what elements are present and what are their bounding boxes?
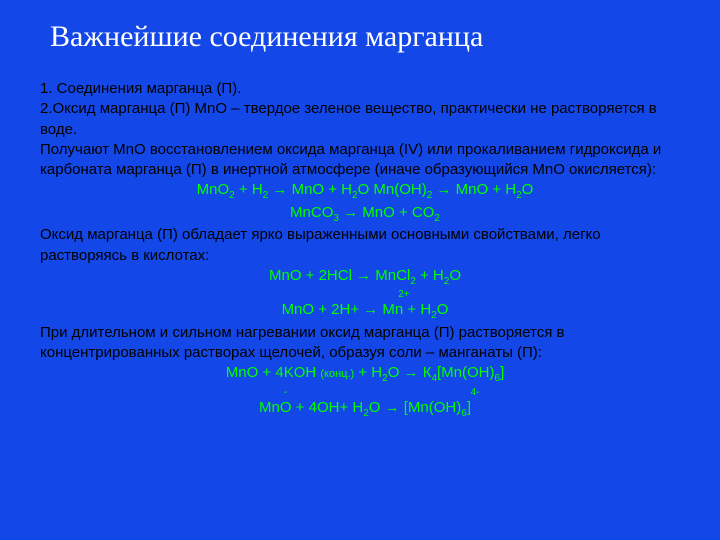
eq-text: → MnO + H xyxy=(432,181,516,198)
superscript-line-2: - 4- xyxy=(40,388,690,398)
eq-text: O xyxy=(522,181,534,198)
paragraph-4: Оксид марганца (П) обладает ярко выражен… xyxy=(40,225,690,266)
eq-text: → MnO + CO xyxy=(339,204,434,221)
paragraph-1: 1. Соединения марганца (П). xyxy=(40,79,690,99)
paragraph-2: 2.Оксид марганца (П) MnO – твердое зелен… xyxy=(40,99,690,140)
eq-text: O xyxy=(437,301,449,318)
slide-title: Важнейшие соединения марганца xyxy=(50,20,690,54)
eq-small: (конц.) xyxy=(320,368,354,380)
eq-text: O Mn(OH) xyxy=(358,181,427,198)
paragraph-5: При длительном и сильном нагревании окси… xyxy=(40,323,690,364)
equation-5: MnO + 4KOH (конц.) + H2O → К4[Mn(OH)6] xyxy=(40,363,690,386)
eq-text: MnO + 2HCl → MnCl xyxy=(269,267,410,284)
eq-text: → MnO + H xyxy=(268,181,352,198)
eq-text: [Mn(OH) xyxy=(437,364,495,381)
equation-4: MnO + 2H+ → Mn + H2O xyxy=(40,300,690,323)
equation-1: MnO2 + H2 → MnO + H2O Mn(OH)2 → MnO + H2… xyxy=(40,180,690,203)
superscript-line-1: 2+ xyxy=(40,290,690,300)
sup-text: 4- xyxy=(471,387,480,398)
sup-text: 2+ xyxy=(398,289,409,300)
slide: Важнейшие соединения марганца 1. Соедине… xyxy=(0,0,720,540)
eq-text: MnO xyxy=(197,181,230,198)
eq-text: O → К xyxy=(388,364,432,381)
equation-3: MnO + 2HCl → MnCl2 + H2O xyxy=(40,266,690,289)
sup-text: - xyxy=(284,387,287,398)
eq-text: + H xyxy=(416,267,444,284)
eq-text: + H xyxy=(235,181,263,198)
slide-body: 1. Соединения марганца (П). 2.Оксид марг… xyxy=(40,79,690,420)
equation-2: MnCO3 → MnO + CO2 xyxy=(40,203,690,226)
eq-text: MnCO xyxy=(290,204,333,221)
eq-text: MnO + 2H+ → Mn + H xyxy=(282,301,432,318)
eq-text: MnO + 4OH+ H xyxy=(259,399,363,416)
equation-6: MnO + 4OH+ H2O → [Mn(OH)6] xyxy=(40,398,690,421)
eq-text: O xyxy=(449,267,461,284)
eq-text: MnO + 4KOH xyxy=(226,364,321,381)
eq-text: ] xyxy=(467,399,471,416)
eq-text: + H xyxy=(354,364,382,381)
eq-text: ] xyxy=(500,364,504,381)
eq-text: O → [Mn(OH) xyxy=(369,399,462,416)
paragraph-3: Получают MnO восстановлением оксида марг… xyxy=(40,140,690,181)
subscript: 2 xyxy=(434,213,440,224)
